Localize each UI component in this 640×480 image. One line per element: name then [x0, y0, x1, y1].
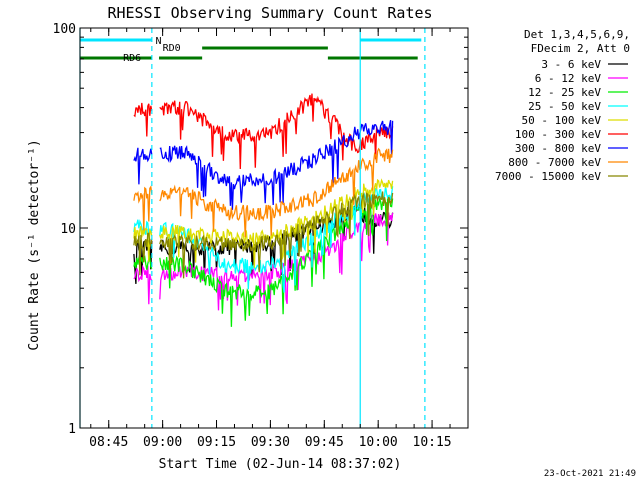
y-axis: 1 10 100 [53, 22, 468, 437]
plot-lines [133, 93, 394, 327]
legend-entry: 50 - 100 keV [522, 114, 602, 127]
plot-frame [79, 27, 469, 429]
series-line [133, 119, 394, 210]
x-axis: 08:45 09:00 09:15 09:30 09:45 10:00 10:15 [89, 28, 452, 450]
y-tick-label: 1 [68, 422, 76, 437]
legend-header: Det 1,3,4,5,6,9, [524, 28, 630, 41]
series-line [133, 147, 394, 238]
timestamp: 23-Oct-2021 21:49 [544, 469, 636, 479]
x-tick-label: 10:00 [359, 435, 398, 450]
x-tick-label: 09:30 [251, 435, 290, 450]
flag-label: N [155, 36, 161, 47]
x-tick-label: 09:45 [305, 435, 344, 450]
legend-entry: 3 - 6 keV [541, 58, 601, 71]
x-tick-label: 08:45 [89, 435, 128, 450]
y-axis-label: Count Rate (s⁻¹ detector⁻¹) [27, 139, 42, 350]
y-tick-label: 10 [60, 222, 76, 237]
flag-label: RD0 [163, 43, 181, 54]
legend-entry: 300 - 800 keV [515, 142, 601, 155]
legend: Det 1,3,4,5,6,9,FDecim 2, Att 0 3 - 6 keV… [495, 28, 630, 183]
flag-label: RD6 [123, 53, 141, 64]
x-tick-label: 10:15 [413, 435, 452, 450]
x-axis-label: Start Time (02-Jun-14 08:37:02) [159, 457, 402, 472]
chart-title: RHESSI Observing Summary Count Rates [107, 4, 432, 22]
legend-entry: 25 - 50 keV [528, 100, 601, 113]
series-line [133, 191, 394, 279]
legend-entry: 7000 - 15000 keV [495, 170, 601, 183]
series-line [133, 93, 394, 170]
y-tick-label: 100 [53, 22, 76, 37]
legend-header: FDecim 2, Att 0 [531, 42, 630, 55]
legend-entry: 100 - 300 keV [515, 128, 601, 141]
legend-entry: 800 - 7000 keV [508, 156, 601, 169]
x-tick-label: 09:00 [143, 435, 182, 450]
legend-entry: 12 - 25 keV [528, 86, 601, 99]
x-tick-label: 09:15 [197, 435, 236, 450]
legend-entry: 6 - 12 keV [535, 72, 602, 85]
